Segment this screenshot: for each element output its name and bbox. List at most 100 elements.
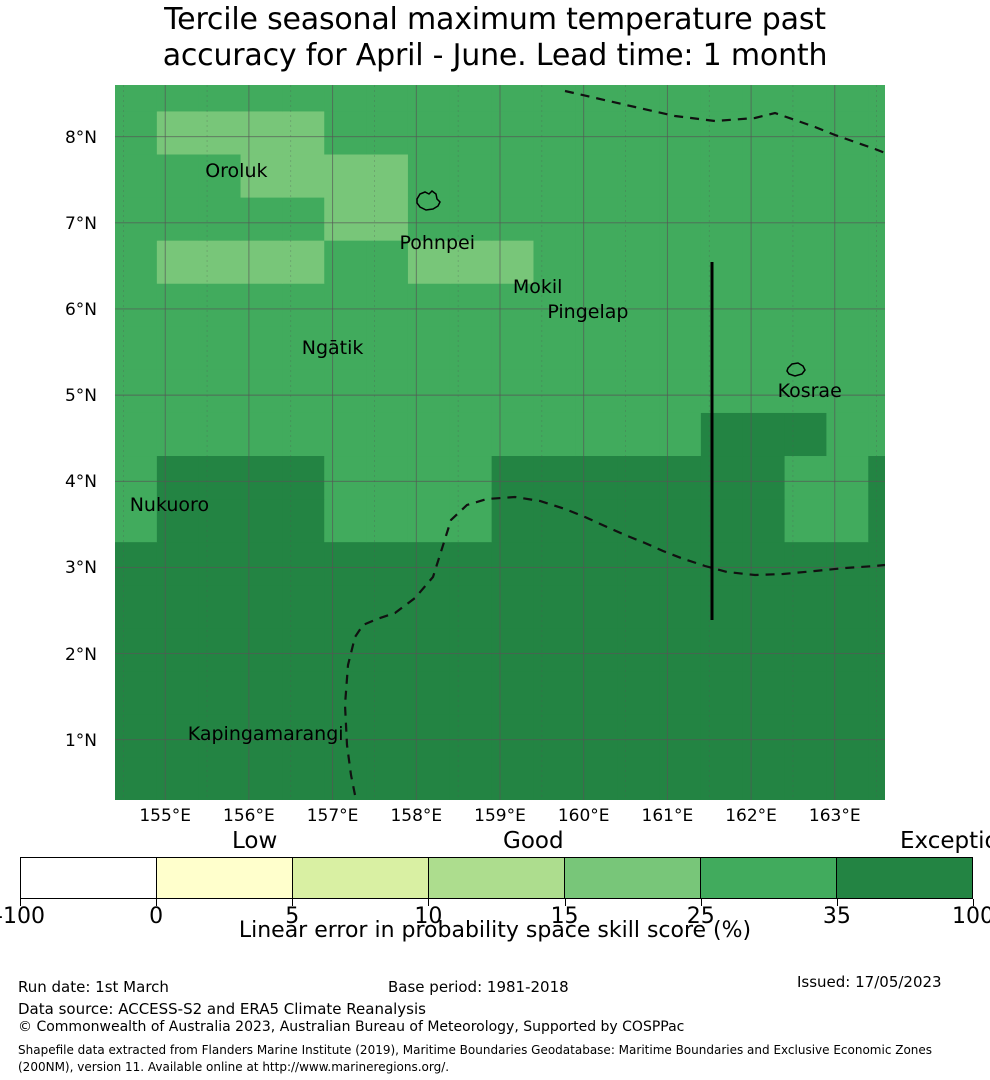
heatmap-cell (115, 498, 158, 543)
heatmap-cell (449, 412, 493, 457)
heatmap-cell (659, 240, 702, 284)
heatmap-cell (407, 240, 451, 284)
y-axis-tick-label: 8°N (64, 127, 97, 148)
x-axis-tick-label: 156°E (223, 806, 275, 826)
heatmap-cell (533, 541, 576, 586)
heatmap-cell (742, 455, 786, 500)
colorbar-segment[interactable] (565, 858, 701, 898)
colorbar-segment[interactable] (293, 858, 429, 898)
heatmap-cell (826, 153, 869, 198)
heatmap-cell (282, 412, 325, 457)
heatmap-cell (533, 85, 576, 112)
colorbar-quality-label: Good (503, 828, 564, 854)
heatmap-cell (282, 110, 325, 155)
heatmap-cell (324, 756, 367, 800)
colorbar-segment[interactable] (837, 858, 972, 898)
heatmap-cell (533, 240, 576, 284)
heatmap-cell (198, 240, 242, 284)
heatmap-cell (533, 670, 576, 715)
heatmap-cell (575, 412, 618, 457)
heatmap-cell (533, 756, 576, 800)
heatmap-cell (282, 240, 325, 284)
heatmap-cell (282, 756, 325, 800)
y-axis-tick-label: 1°N (64, 730, 97, 751)
heatmap-cell (115, 153, 158, 198)
heatmap-cell (198, 283, 242, 327)
heatmap-cell (575, 326, 618, 370)
heatmap-cell-group (115, 85, 885, 800)
heatmap-cell (617, 541, 660, 586)
heatmap-cell (156, 756, 200, 800)
heatmap-cell (868, 196, 885, 241)
heatmap-cell (784, 412, 828, 457)
colorbar-tick-mark (428, 899, 430, 906)
heatmap-cell (575, 713, 618, 758)
heatmap-cell (115, 455, 158, 500)
heatmap-cell (659, 412, 702, 457)
heatmap-cell (533, 153, 576, 198)
heatmap-cell (784, 85, 828, 112)
colorbar-gradient[interactable] (20, 857, 973, 899)
colorbar-tick-label: 10 (414, 904, 443, 929)
heatmap-cell (324, 153, 367, 198)
heatmap-cell (240, 670, 283, 715)
heatmap-cell (156, 326, 200, 370)
chart-title: Tercile seasonal maximum temperature pas… (0, 2, 990, 74)
heatmap-cell (700, 498, 744, 543)
heatmap-cell (449, 283, 493, 327)
heatmap-cell (449, 627, 493, 672)
heatmap-cell (742, 498, 786, 543)
heatmap-cell (533, 110, 576, 155)
heatmap-cell (575, 584, 618, 629)
heatmap-cell (784, 283, 828, 327)
heatmap-cell (115, 627, 158, 672)
colorbar-segment[interactable] (429, 858, 565, 898)
heatmap-cell (407, 283, 451, 327)
heatmap-cell (533, 412, 576, 457)
heatmap-cell (868, 627, 885, 672)
x-axis-tick-label: 157°E (306, 806, 359, 826)
heatmap-cell (491, 713, 535, 758)
heatmap-cell (115, 670, 158, 715)
heatmap-cell (449, 455, 493, 500)
heatmap-cell (784, 713, 828, 758)
heatmap-cell (198, 498, 242, 543)
colorbar-segment[interactable] (21, 858, 157, 898)
issued-date-text: Issued: 17/05/2023 (797, 973, 942, 991)
heatmap-cell (366, 326, 409, 370)
colorbar-segment[interactable] (157, 858, 293, 898)
heatmap-cell (115, 326, 158, 370)
heatmap-cell (449, 713, 493, 758)
y-axis-tick-label: 4°N (64, 472, 97, 493)
heatmap-cell (240, 455, 283, 500)
heatmap-cell (491, 498, 535, 543)
heatmap-cell (617, 153, 660, 198)
colorbar[interactable]: -100 0 5 10 15 25 35 100 (0, 857, 990, 929)
heatmap-cell (659, 455, 702, 500)
heatmap-cell (282, 541, 325, 586)
colorbar-segment[interactable] (701, 858, 837, 898)
heatmap-cell (240, 369, 283, 413)
heatmap-cell (240, 498, 283, 543)
heatmap-cell (324, 584, 367, 629)
heatmap-cell (324, 412, 367, 457)
y-axis-tick-label: 6°N (64, 299, 97, 320)
heatmap-cell (784, 756, 828, 800)
heatmap-cell (617, 196, 660, 241)
heatmap-cell (784, 240, 828, 284)
heatmap-cell (115, 110, 158, 155)
heatmap-cell (826, 85, 869, 112)
heatmap-cell (156, 153, 200, 198)
heatmap-cell (366, 756, 409, 800)
heatmap-cell (156, 584, 200, 629)
heatmap-cell (700, 326, 744, 370)
heatmap-cell (826, 498, 869, 543)
heatmap-cell (826, 713, 869, 758)
heatmap-cell (742, 541, 786, 586)
heatmap-cell (659, 584, 702, 629)
heatmap-cell (533, 713, 576, 758)
heatmap-cell (617, 713, 660, 758)
map-plot-area: Oroluk Pohnpei Mokil Pingelap Ngātik Kosrae Nu… (115, 85, 885, 800)
heatmap-cell (575, 627, 618, 672)
heatmap-cell (407, 498, 451, 543)
